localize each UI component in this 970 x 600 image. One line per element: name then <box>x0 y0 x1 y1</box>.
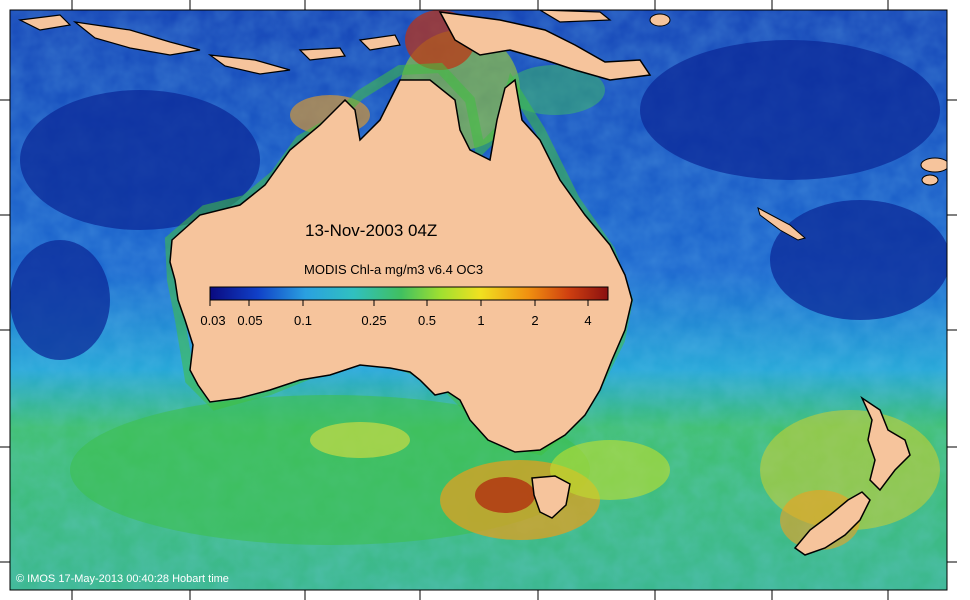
colorbar-title: MODIS Chl-a mg/m3 v6.4 OC3 <box>304 262 484 277</box>
date-label: 13-Nov-2003 04Z <box>305 221 438 240</box>
colorbar-ticks <box>209 300 589 306</box>
pacific-islands <box>649 13 950 241</box>
low-chlorophyll-patches <box>10 40 950 360</box>
tasmania-landmass <box>531 475 571 519</box>
map-frame-outline <box>9 9 948 591</box>
new-zealand-north-island <box>860 395 911 492</box>
australia-landmass <box>169 78 633 453</box>
colorbar-tick-label: 0.1 <box>293 313 313 328</box>
colorbar-tick-label: 0.25 <box>361 313 387 328</box>
colorbar-tick-label: 0.03 <box>200 313 226 328</box>
colorbar-tick-label: 0.5 <box>417 313 437 328</box>
copyright-footer: © IMOS 17-May-2013 00:40:28 Hobart time <box>16 573 229 585</box>
new-zealand-south-island <box>793 491 871 556</box>
indonesia-islands <box>17 9 612 75</box>
colorbar-tick-label: 0.05 <box>237 313 263 328</box>
new-guinea-landmass <box>438 11 652 81</box>
colorbar-tick-label: 2 <box>531 313 539 328</box>
colorbar-tick-label: 4 <box>584 313 592 328</box>
colorbar <box>209 286 609 301</box>
colorbar-tick-label: 1 <box>477 313 485 328</box>
